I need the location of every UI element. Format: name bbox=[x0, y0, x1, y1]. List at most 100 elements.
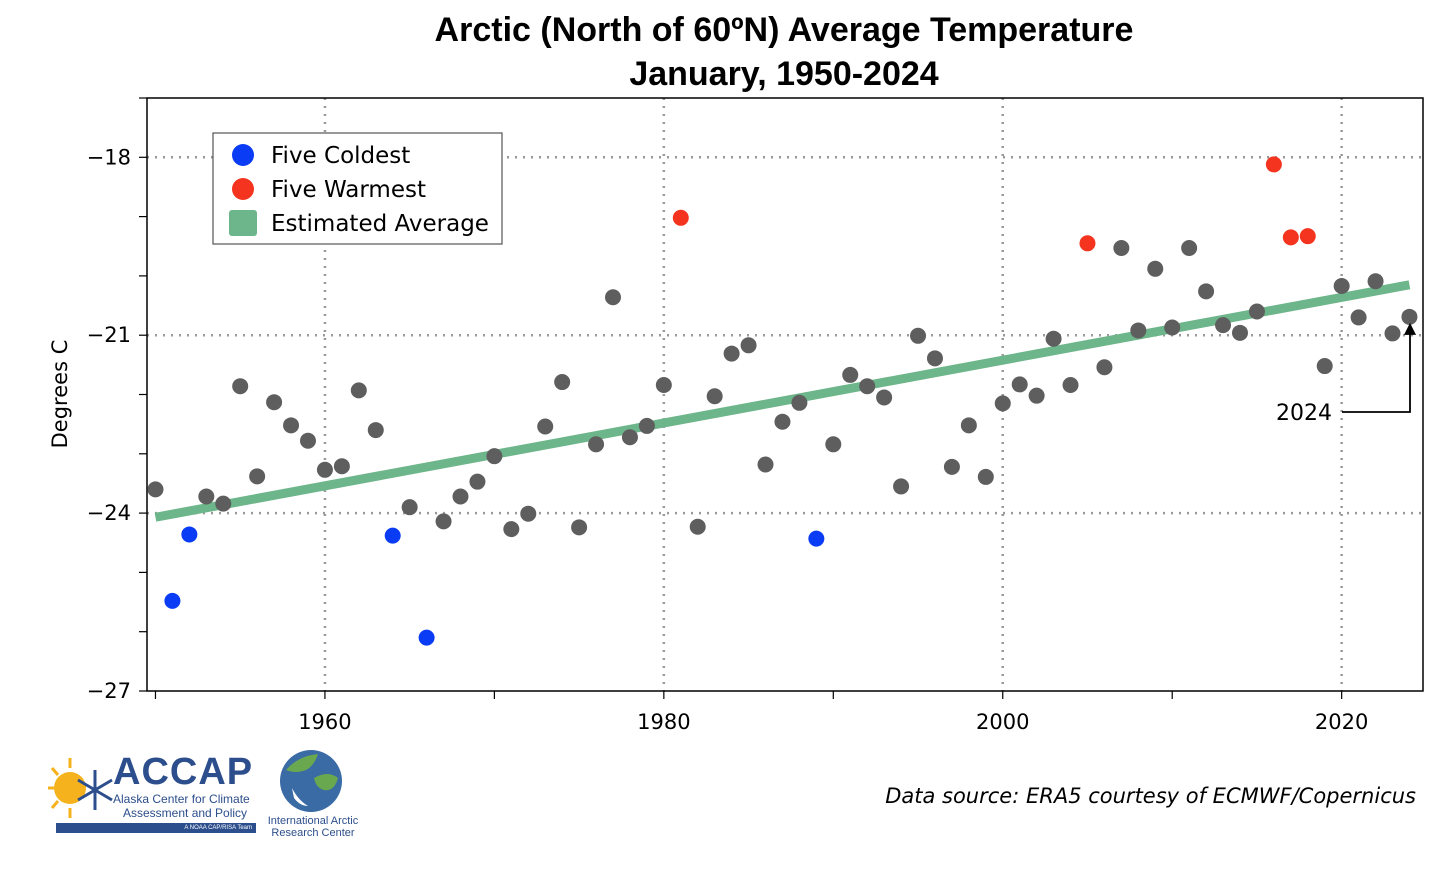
iarc-name: International Arctic Research Center bbox=[267, 815, 359, 839]
x-tick-label: 1980 bbox=[637, 710, 690, 734]
data-point bbox=[943, 458, 960, 475]
data-point bbox=[876, 389, 893, 406]
data-point bbox=[537, 418, 554, 435]
data-point bbox=[740, 337, 757, 354]
x-tick-label: 2000 bbox=[976, 710, 1029, 734]
legend: Five Coldest Five Warmest Estimated Averag… bbox=[212, 132, 503, 245]
data-point bbox=[706, 388, 723, 405]
data-point bbox=[774, 413, 791, 430]
sun-snowflake-icon bbox=[48, 758, 113, 818]
legend-marker bbox=[232, 144, 254, 166]
data-point bbox=[316, 461, 333, 478]
data-point bbox=[960, 417, 977, 434]
data-point bbox=[1265, 156, 1282, 173]
y-axis-label: Degrees C bbox=[48, 340, 72, 449]
data-point bbox=[435, 513, 452, 530]
data-point bbox=[469, 473, 486, 490]
y-tick-label: −27 bbox=[87, 679, 131, 703]
data-point bbox=[367, 422, 384, 439]
data-point bbox=[1231, 324, 1248, 341]
legend-label: Estimated Average bbox=[271, 211, 489, 237]
data-source-note: Data source: ERA5 courtesy of ECMWF/Cope… bbox=[885, 784, 1416, 808]
data-point bbox=[1181, 240, 1198, 257]
data-point bbox=[689, 518, 706, 535]
chart-title-line: Arctic (North of 60ºN) Average Temperatu… bbox=[434, 11, 1134, 49]
data-point bbox=[266, 394, 283, 411]
annotation-layer: 2024 bbox=[1276, 322, 1416, 426]
data-point bbox=[1282, 229, 1299, 246]
data-point bbox=[757, 456, 774, 473]
data-point bbox=[1248, 303, 1265, 320]
data-point bbox=[503, 521, 520, 538]
data-point bbox=[791, 394, 808, 411]
data-point bbox=[859, 378, 876, 395]
data-point bbox=[401, 499, 418, 516]
accap-subtitle-1: Alaska Center for Climate bbox=[113, 792, 250, 806]
data-point bbox=[910, 327, 927, 344]
accap-tagline-bar: A NOAA CAP/RISA Team bbox=[56, 823, 256, 833]
data-point bbox=[638, 417, 655, 434]
legend-swatch bbox=[229, 210, 257, 236]
data-point bbox=[672, 209, 689, 226]
data-point bbox=[1384, 325, 1401, 342]
annotation-arrow-head bbox=[1404, 322, 1416, 335]
data-point bbox=[1299, 228, 1316, 245]
data-point bbox=[1062, 377, 1079, 394]
trend-line bbox=[154, 280, 1411, 522]
data-point bbox=[1011, 376, 1028, 393]
chart-subtitle: January, 1950-2024 bbox=[629, 55, 939, 93]
data-point bbox=[1130, 322, 1147, 339]
data-point bbox=[181, 526, 198, 543]
data-point bbox=[1096, 359, 1113, 376]
data-point bbox=[926, 350, 943, 367]
data-point bbox=[1198, 283, 1215, 300]
data-point bbox=[1028, 387, 1045, 404]
data-point bbox=[215, 495, 232, 512]
data-point bbox=[1164, 319, 1181, 336]
data-point bbox=[1045, 330, 1062, 347]
accap-logo bbox=[40, 748, 270, 838]
legend-label: Five Coldest bbox=[271, 143, 410, 169]
data-point bbox=[452, 488, 469, 505]
data-point bbox=[1316, 358, 1333, 375]
data-point bbox=[1215, 317, 1232, 334]
iarc-globe-icon bbox=[280, 750, 342, 812]
chart-title: Arctic (North of 60ºN) Average Temperatu… bbox=[0, 8, 1456, 96]
legend-marker bbox=[232, 178, 254, 200]
data-point bbox=[299, 432, 316, 449]
x-tick-label: 1960 bbox=[298, 710, 351, 734]
data-point bbox=[198, 488, 215, 505]
annotation-arrow-line bbox=[1342, 330, 1411, 413]
data-point bbox=[249, 468, 266, 485]
data-point bbox=[605, 289, 622, 306]
data-point bbox=[1079, 235, 1096, 252]
data-point bbox=[1401, 308, 1418, 325]
data-point bbox=[1367, 273, 1384, 290]
trend-line-layer bbox=[154, 280, 1411, 522]
annotation-label: 2024 bbox=[1276, 401, 1332, 426]
data-point bbox=[977, 468, 994, 485]
data-point bbox=[350, 382, 367, 399]
data-point bbox=[1147, 260, 1164, 277]
data-point bbox=[147, 481, 164, 498]
accap-name: ACCAP bbox=[113, 751, 254, 793]
y-tick-label: −24 bbox=[87, 501, 131, 525]
data-point bbox=[655, 377, 672, 394]
data-point bbox=[723, 345, 740, 362]
data-point bbox=[588, 436, 605, 453]
data-point bbox=[283, 417, 300, 434]
axis-ticks: 1960 1980 2000 2020 −18 −21 −24 −27 bbox=[87, 97, 1368, 734]
data-point bbox=[232, 378, 249, 395]
data-point bbox=[384, 527, 401, 544]
data-point bbox=[520, 505, 537, 522]
data-point bbox=[808, 530, 825, 547]
legend-label: Five Warmest bbox=[271, 177, 426, 203]
data-point bbox=[164, 592, 181, 609]
legend-box bbox=[212, 132, 503, 245]
data-point bbox=[1333, 277, 1350, 294]
data-point bbox=[825, 436, 842, 453]
data-point bbox=[571, 519, 588, 536]
x-tick-label: 2020 bbox=[1315, 710, 1368, 734]
data-point bbox=[333, 458, 350, 475]
